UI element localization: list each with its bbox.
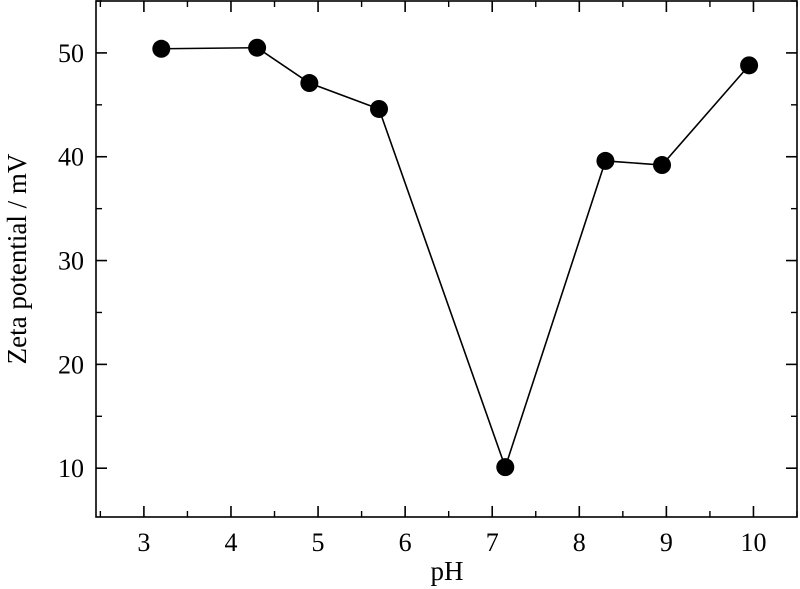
x-axis-title: pH xyxy=(431,556,464,586)
series-layer xyxy=(152,38,759,477)
data-point xyxy=(653,156,672,175)
x-tick-label: 6 xyxy=(399,528,412,557)
data-point xyxy=(248,38,267,57)
major-ticks xyxy=(96,1,797,517)
data-point xyxy=(740,56,759,75)
data-point xyxy=(370,99,389,118)
y-tick-label: 30 xyxy=(58,247,84,276)
data-point xyxy=(300,74,319,93)
x-tick-label: 5 xyxy=(312,528,325,557)
x-tick-label: 4 xyxy=(224,528,237,557)
data-point xyxy=(152,39,171,58)
y-tick-label: 10 xyxy=(58,454,84,483)
y-tick-label: 20 xyxy=(58,350,84,379)
series-line xyxy=(161,46,750,470)
x-tick-label: 9 xyxy=(660,528,673,557)
plot-frame xyxy=(95,0,798,518)
data-point xyxy=(496,458,515,477)
tick-labels: 3 4 5 6 7 8 9 10 10 20 30 40 50 xyxy=(58,39,766,557)
x-tick-label: 8 xyxy=(573,528,586,557)
x-tick-label: 7 xyxy=(486,528,499,557)
x-tick-label: 3 xyxy=(137,528,150,557)
x-tick-label: 10 xyxy=(740,528,766,557)
y-axis-title: Zeta potential / mV xyxy=(2,153,32,364)
y-tick-label: 50 xyxy=(58,39,84,68)
data-point xyxy=(596,151,615,170)
minor-ticks xyxy=(96,0,798,517)
y-tick-label: 40 xyxy=(58,143,84,172)
